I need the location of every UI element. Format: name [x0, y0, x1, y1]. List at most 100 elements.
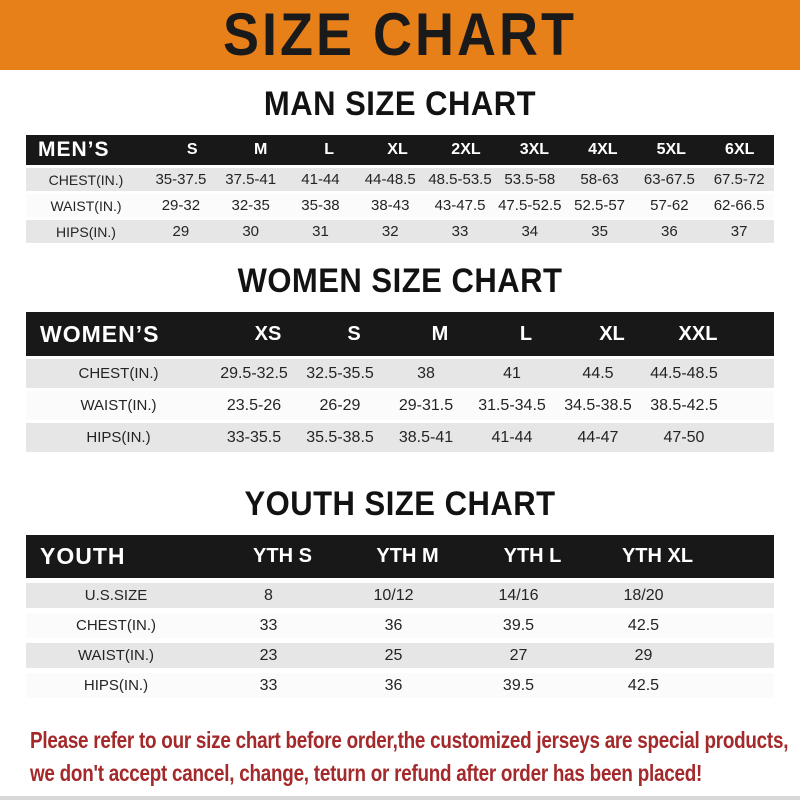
column-header: S [186, 141, 198, 158]
size-value: 33 [259, 616, 278, 634]
size-value: 41-44 [491, 428, 533, 446]
size-value: 36 [384, 616, 403, 634]
size-value: 62-66.5 [713, 197, 765, 214]
column-header: S [347, 322, 361, 345]
column-header: YTH M [376, 545, 439, 567]
size-value: 44.5 [582, 364, 614, 382]
table-row: HIPS(IN.) 29 30 31 32 33 34 35 36 37 [26, 220, 774, 243]
size-value: 29-32 [161, 197, 201, 214]
size-value: 25 [384, 646, 403, 664]
row-label: WAIST(IN.) [80, 397, 157, 414]
size-value: 29.5-32.5 [220, 364, 288, 382]
size-value: 8 [264, 586, 273, 604]
size-value: 47-50 [663, 428, 705, 446]
banner: SIZE CHART [0, 0, 800, 70]
size-value: 39.5 [502, 616, 535, 634]
size-value: 10/12 [373, 586, 414, 604]
row-label: CHEST(IN.) [78, 365, 159, 382]
section-title: WOMEN SIZE CHART [237, 260, 563, 301]
size-value: 29-31.5 [398, 396, 454, 414]
size-value: 53.5-58 [504, 171, 556, 188]
column-header: M [431, 322, 449, 345]
column-header: 4XL [588, 141, 618, 158]
row-label: HIPS(IN.) [86, 429, 151, 446]
section-title: MAN SIZE CHART [263, 83, 537, 124]
column-header: L [324, 141, 334, 158]
size-charts-container: MAN SIZE CHART MEN’S S M L XL 2XL 3XL 4XL 5XL 6XL C… [0, 83, 800, 698]
column-header: XXL [678, 322, 718, 345]
size-value: 30 [242, 223, 260, 240]
size-table: MEN’S S M L XL 2XL 3XL 4XL 5XL 6XL CHEST(IN.) 35-37… [26, 135, 774, 243]
row-label: HIPS(IN.) [83, 677, 149, 694]
size-value: 37.5-41 [225, 171, 277, 188]
column-header: M [253, 141, 268, 158]
column-header: XL [599, 322, 625, 345]
size-table: YOUTH YTH S YTH M YTH L YTH XL U.S.SIZE 8 10/12… [26, 535, 774, 698]
size-value: 26-29 [319, 396, 361, 414]
size-value: 32.5-35.5 [306, 364, 374, 382]
size-value: 29 [634, 646, 653, 664]
size-value: 41-44 [301, 171, 340, 188]
table-row: CHEST(IN.) 33 36 39.5 42.5 [26, 613, 774, 638]
row-header-label: WOMEN’S [40, 320, 160, 347]
column-header: XS [254, 322, 282, 345]
size-value: 38 [417, 364, 435, 382]
size-value: 31.5-34.5 [478, 396, 546, 414]
size-value: 14/16 [498, 586, 539, 604]
column-header: XL [387, 141, 408, 158]
table-row: HIPS(IN.) 33-35.5 35.5-38.5 38.5-41 41-44 44-… [26, 423, 774, 452]
size-value: 38.5-41 [398, 428, 454, 446]
size-value: 35-38 [301, 197, 340, 214]
table-row: WAIST(IN.) 23.5-26 26-29 29-31.5 31.5-34.5 34… [26, 391, 774, 420]
column-header: YTH L [503, 545, 562, 567]
size-value: 37 [730, 223, 748, 240]
size-value: 44.5-48.5 [650, 364, 718, 382]
size-value: 39.5 [502, 676, 535, 694]
size-value: 33 [259, 676, 278, 694]
size-table-header: WOMEN’S XS S M L XL XXL [26, 312, 774, 356]
row-label: U.S.SIZE [84, 587, 148, 604]
column-header: 3XL [519, 141, 550, 158]
size-value: 29 [172, 223, 190, 240]
size-value: 35 [591, 223, 608, 240]
size-value: 35-37.5 [155, 171, 207, 188]
size-value: 58-63 [580, 171, 619, 188]
section-title: YOUTH SIZE CHART [244, 483, 556, 524]
size-value: 34 [521, 223, 539, 240]
column-header: 5XL [656, 141, 686, 158]
table-row: WAIST(IN.) 23 25 27 29 [26, 643, 774, 668]
column-header: YTH XL [621, 545, 694, 567]
size-chart-section: MAN SIZE CHART MEN’S S M L XL 2XL 3XL 4XL 5XL 6XL C… [0, 83, 800, 243]
column-header: 2XL [451, 141, 481, 158]
size-value: 38.5-42.5 [650, 396, 718, 414]
notice-line-1: Please refer to our size chart before or… [30, 727, 789, 753]
size-value: 42.5 [627, 676, 660, 694]
banner-title: SIZE CHART [223, 1, 577, 69]
size-value: 31 [312, 223, 329, 240]
size-value: 52.5-57 [574, 197, 626, 214]
column-header: 6XL [725, 141, 755, 158]
row-label: WAIST(IN.) [50, 197, 122, 214]
size-value: 44-47 [577, 428, 619, 446]
size-table: WOMEN’S XS S M L XL XXL CHEST(IN.) 29.5-32.5 32.5… [26, 312, 774, 452]
size-value: 38-43 [371, 197, 410, 214]
size-value: 57-62 [650, 197, 689, 214]
size-value: 42.5 [627, 616, 660, 634]
row-label: WAIST(IN.) [77, 647, 155, 664]
size-value: 33 [451, 223, 469, 240]
size-value: 36 [661, 223, 678, 240]
size-value: 41 [503, 364, 521, 382]
table-row: WAIST(IN.) 29-32 32-35 35-38 38-43 43-47.5 47.… [26, 194, 774, 217]
size-chart-section: WOMEN SIZE CHART WOMEN’S XS S M L XL XXL CHEST(I… [0, 260, 800, 452]
size-value: 63-67.5 [643, 171, 695, 188]
size-value: 32-35 [231, 197, 270, 214]
size-value: 36 [384, 676, 403, 694]
column-header: L [519, 322, 533, 345]
row-label: CHEST(IN.) [48, 171, 124, 188]
table-row: HIPS(IN.) 33 36 39.5 42.5 [26, 673, 774, 698]
row-label: CHEST(IN.) [76, 617, 156, 634]
size-value: 48.5-53.5 [428, 171, 492, 188]
size-value: 32 [381, 223, 399, 240]
size-value: 35.5-38.5 [306, 428, 374, 446]
table-row: U.S.SIZE 8 10/12 14/16 18/20 [26, 583, 774, 608]
